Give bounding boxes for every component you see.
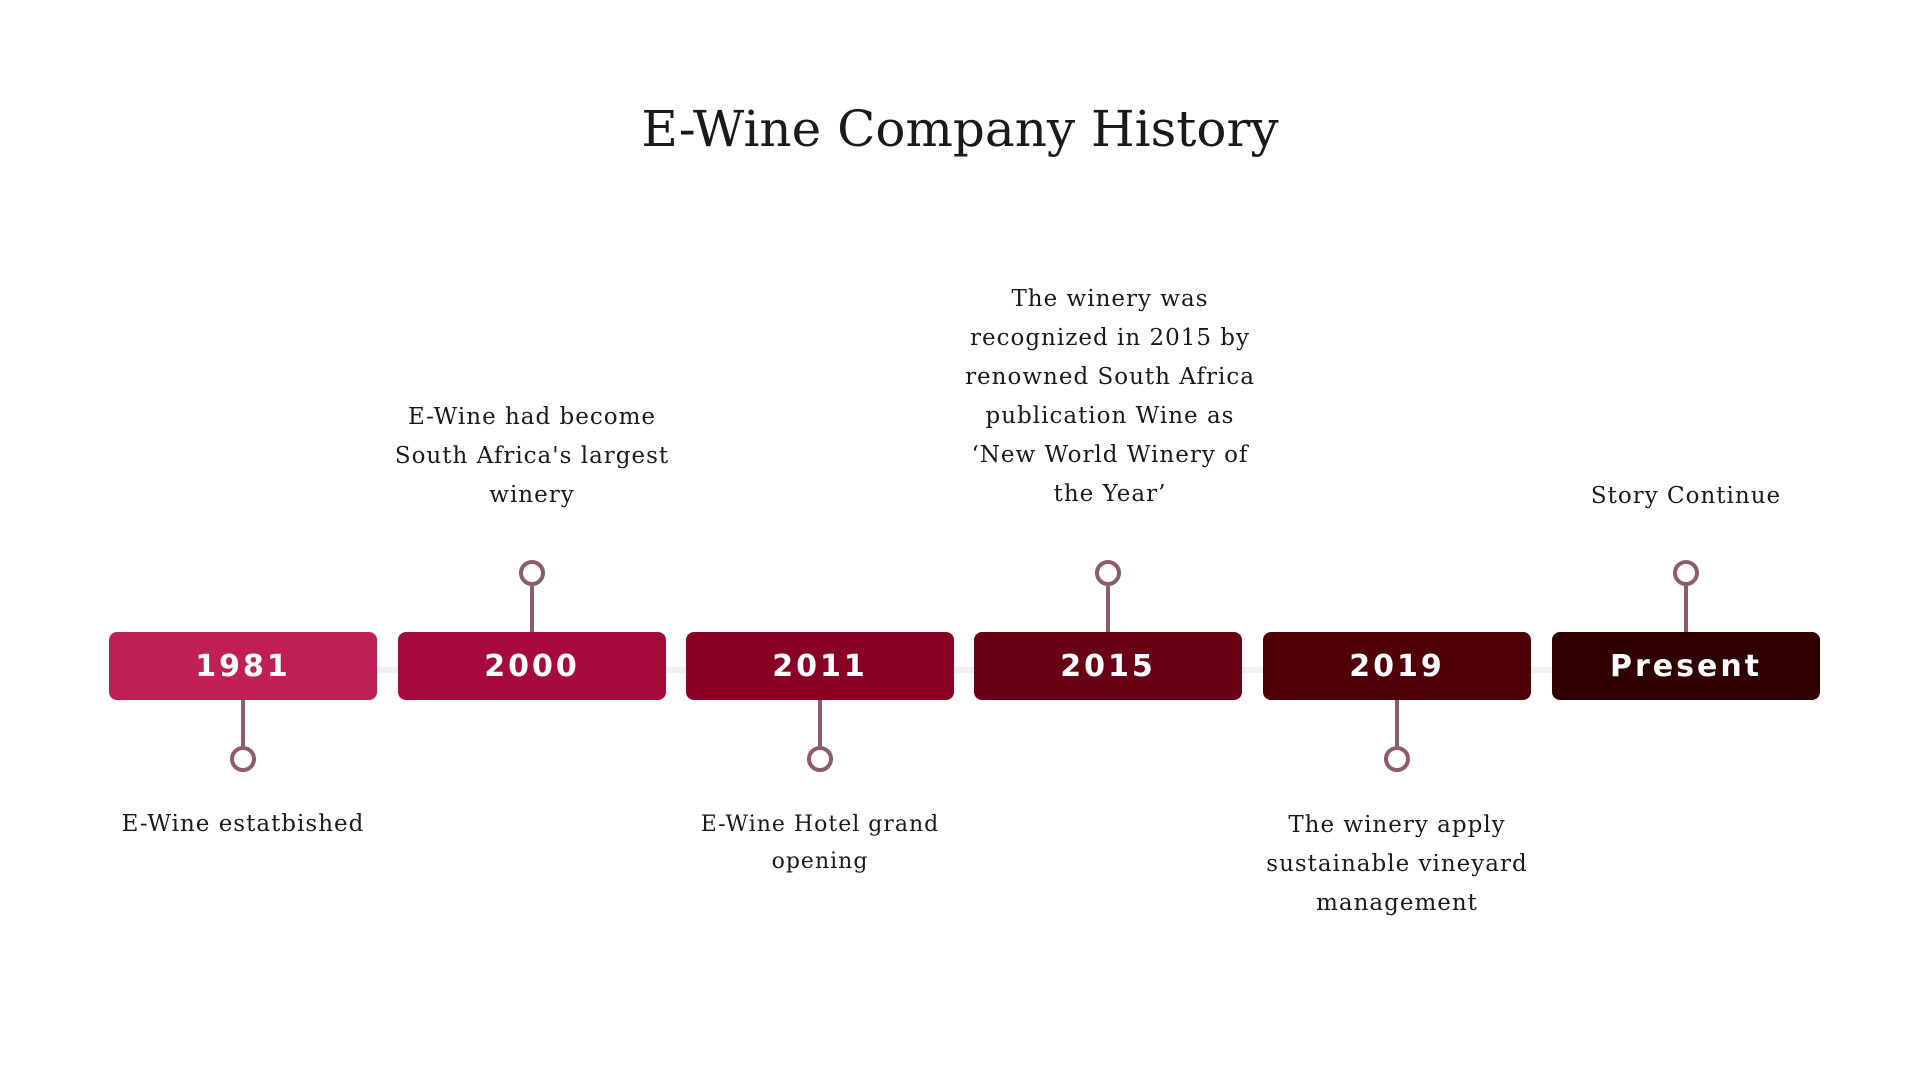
timeline-line bbox=[110, 667, 1820, 673]
connector-stem bbox=[241, 700, 245, 746]
page-title: E-Wine Company History bbox=[641, 100, 1279, 158]
year-box-2011: 2011 bbox=[686, 632, 954, 700]
year-box-present: Present bbox=[1552, 632, 1820, 700]
connector-stem bbox=[1395, 700, 1399, 746]
event-description: The winery was recognized in 2015 by ren… bbox=[965, 286, 1255, 507]
event-description: E-Wine had become South Africa's largest… bbox=[394, 404, 670, 508]
connector-node bbox=[1673, 560, 1699, 586]
connector-node bbox=[1384, 746, 1410, 772]
year-label: Present bbox=[1609, 648, 1763, 684]
year-label: 2015 bbox=[1060, 648, 1156, 684]
connector-stem bbox=[818, 700, 822, 746]
connector-node bbox=[230, 746, 256, 772]
year-box-2015: 2015 bbox=[974, 632, 1242, 700]
connector-node bbox=[1095, 560, 1121, 586]
event-description: The winery apply sustainable vineyard ma… bbox=[1266, 812, 1528, 916]
connector-node bbox=[519, 560, 545, 586]
event-description: E-Wine Hotel grand opening bbox=[700, 812, 940, 874]
connector-stem bbox=[1684, 586, 1688, 632]
event-description: E-Wine estatbished bbox=[121, 811, 365, 837]
year-box-2000: 2000 bbox=[398, 632, 666, 700]
year-label: 2019 bbox=[1349, 648, 1445, 684]
connector-node bbox=[807, 746, 833, 772]
year-label: 2011 bbox=[772, 648, 868, 684]
connector-stem bbox=[530, 586, 534, 632]
event-description: Story Continue bbox=[1590, 483, 1782, 509]
year-label: 1981 bbox=[195, 648, 291, 684]
year-box-1981: 1981 bbox=[109, 632, 377, 700]
year-label: 2000 bbox=[484, 648, 580, 684]
year-box-2019: 2019 bbox=[1263, 632, 1531, 700]
connector-stem bbox=[1106, 586, 1110, 632]
